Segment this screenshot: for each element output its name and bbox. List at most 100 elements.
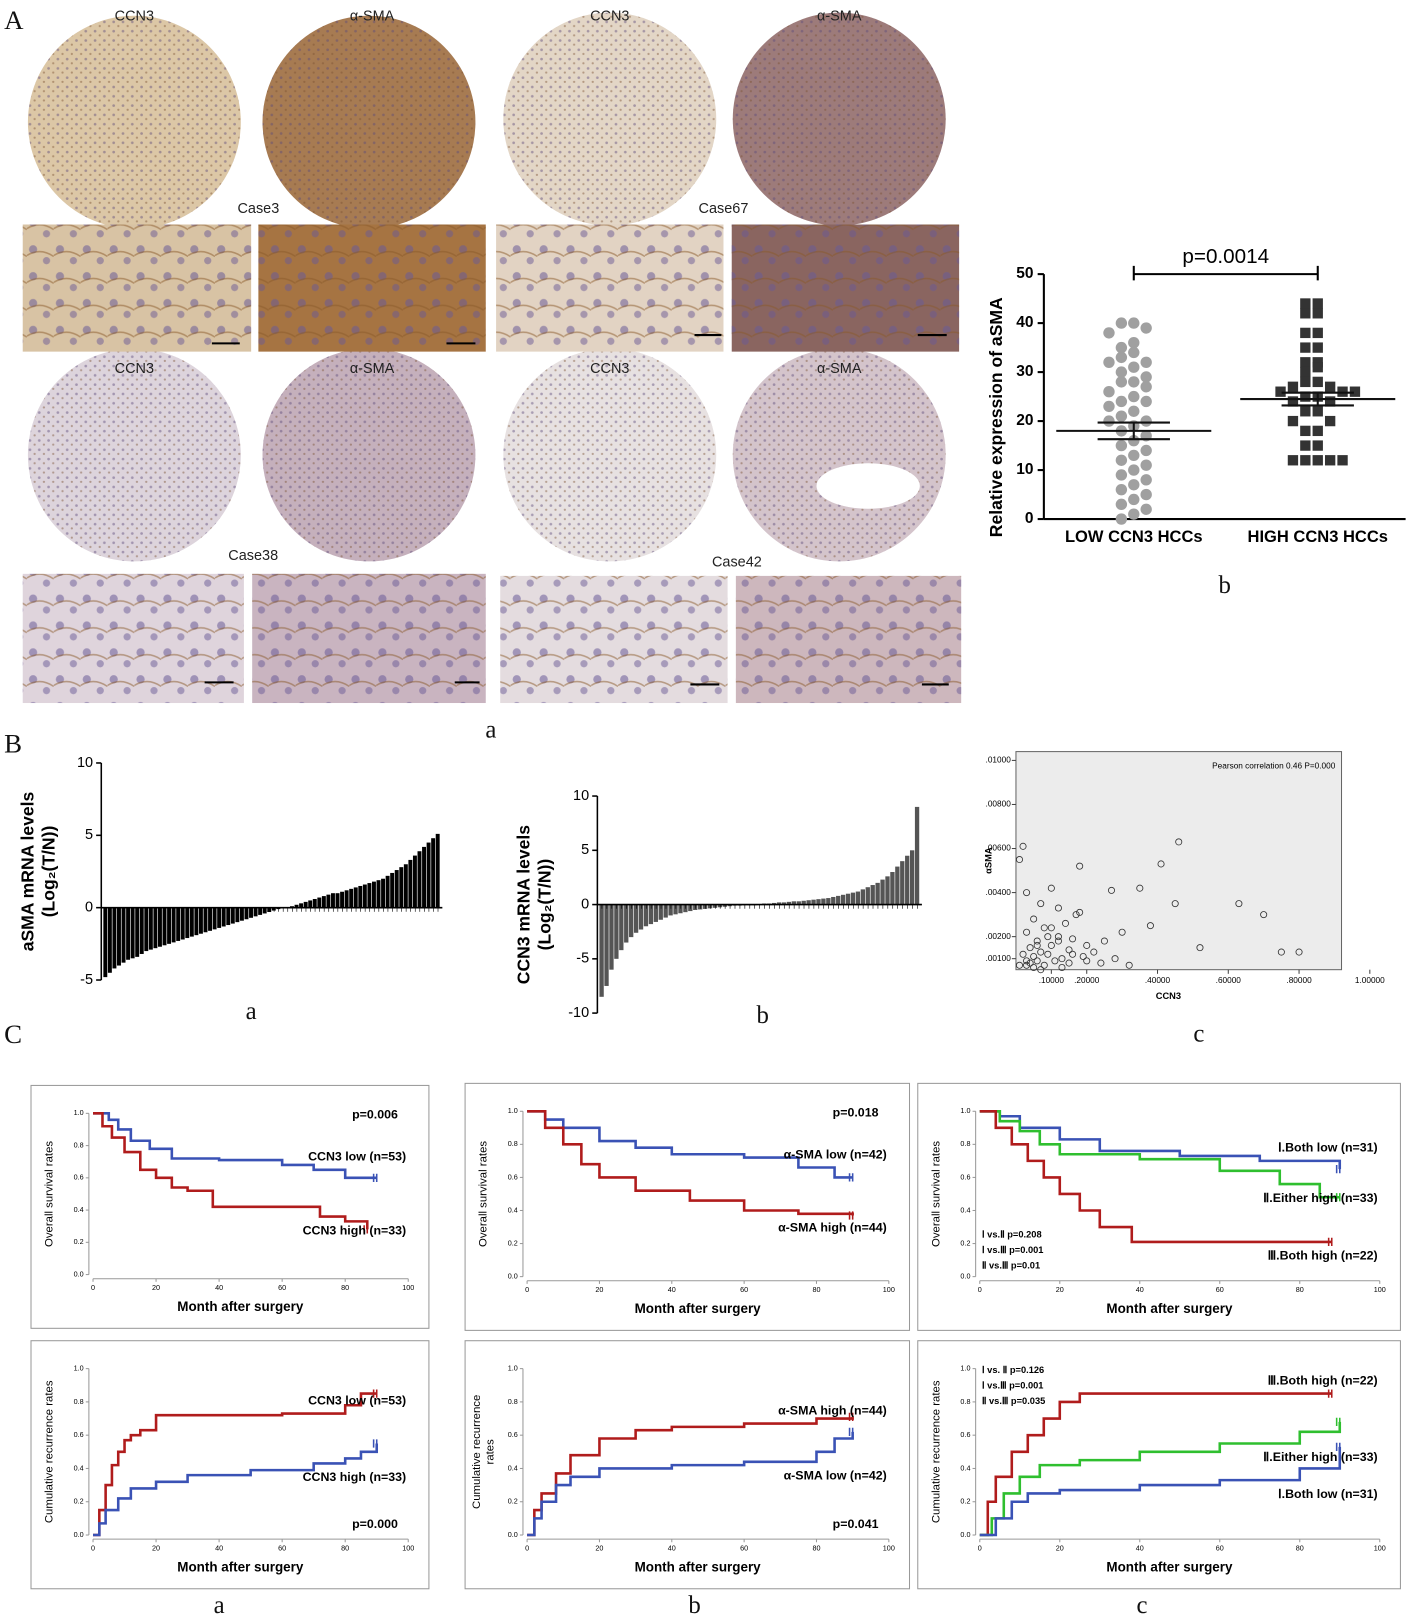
- bar: [845, 893, 851, 905]
- data-point: [1295, 948, 1303, 956]
- x-tick-label: 60: [740, 1543, 748, 1552]
- bar: [299, 903, 304, 908]
- bar: [371, 881, 376, 908]
- data-point: [1054, 937, 1062, 945]
- bar: [599, 904, 604, 997]
- y-tick-label: 0.6: [960, 1430, 970, 1439]
- x-tick-label: 100: [402, 1283, 414, 1292]
- bar: [317, 897, 322, 908]
- data-point: [1140, 395, 1152, 408]
- x-tick-label: 0: [978, 1285, 982, 1294]
- bar: [796, 901, 801, 905]
- bar: [905, 855, 910, 905]
- y-tick-label: 1.0: [74, 1364, 84, 1373]
- data-point: [1277, 948, 1285, 956]
- data-point: [1037, 900, 1045, 908]
- x-tick-label: 40: [668, 1285, 676, 1294]
- stain-label: CCN3: [590, 9, 629, 25]
- y-tick-label: 0.8: [960, 1397, 970, 1406]
- data-point: [1040, 924, 1048, 932]
- x-axis-label: Month after surgery: [177, 1299, 304, 1314]
- bar: [353, 887, 358, 908]
- bar: [412, 855, 417, 908]
- bar: [239, 907, 244, 921]
- zoom-image: [258, 224, 486, 352]
- data-point: [1061, 919, 1070, 927]
- y-axis-label: Overall survival rates: [44, 1141, 56, 1247]
- data-point: [1128, 405, 1140, 417]
- bar: [235, 907, 240, 923]
- data-point: [1275, 386, 1286, 397]
- data-point: [1157, 860, 1165, 868]
- x-tick-label: 60: [740, 1285, 748, 1294]
- bar: [826, 898, 831, 905]
- data-point: [1083, 957, 1091, 965]
- bar: [895, 866, 900, 905]
- y-axis-label: CCN3 mRNA levels: [513, 825, 533, 985]
- data-point: [1019, 950, 1027, 958]
- bar: [900, 861, 905, 905]
- survival-curve: [93, 1392, 377, 1537]
- data-point: [1140, 322, 1152, 334]
- data-point: [1115, 439, 1128, 452]
- data-point: [1312, 376, 1323, 388]
- bar: [376, 880, 381, 908]
- y-tick-label: 10: [1016, 461, 1033, 478]
- sub-letter: a: [246, 998, 257, 1025]
- series-label: Ⅱ.Either high (n=33): [1263, 1191, 1378, 1205]
- data-point: [1300, 425, 1311, 437]
- censor-mark: [1335, 1193, 1341, 1202]
- bar: [335, 893, 340, 908]
- plot-area: [1015, 751, 1343, 971]
- y-axis-label: aSMA mRNA levels: [17, 791, 37, 951]
- y-axis-label: Relative expression of aSMA: [986, 297, 1006, 537]
- y-axis-label: Overall survival rates: [930, 1141, 942, 1247]
- x-axis-label: Month after surgery: [635, 1560, 762, 1575]
- series-label: CCN3 low (n=53): [308, 1150, 406, 1164]
- bar: [811, 899, 816, 905]
- panel-letter: C: [4, 1019, 22, 1049]
- case-label: Case3: [237, 201, 279, 217]
- bar: [909, 850, 915, 905]
- bar: [390, 872, 395, 908]
- bar: [230, 907, 235, 924]
- survival-curve: [979, 1109, 1340, 1199]
- y-tick-label: 0.0: [960, 1530, 970, 1539]
- bar: [422, 846, 427, 908]
- y-tick-label: 0.8: [960, 1139, 970, 1148]
- x-tick-label: 20: [1056, 1285, 1064, 1294]
- x-tick-label: 100: [883, 1285, 895, 1294]
- bar: [139, 907, 144, 954]
- data-point: [1140, 356, 1152, 368]
- survival-curve: [93, 1443, 379, 1537]
- stain-label: CCN3: [590, 361, 629, 377]
- x-tick-label: 80: [812, 1543, 820, 1552]
- chart-frame: [30, 1340, 430, 1590]
- bar: [821, 898, 826, 905]
- stain-label: α-SMA: [817, 9, 862, 25]
- y-tick-label: 0.0: [74, 1269, 84, 1278]
- x-tick-label: .40000: [1145, 976, 1171, 985]
- data-point: [1033, 937, 1041, 945]
- data-point: [1312, 425, 1323, 437]
- bar: [180, 907, 185, 940]
- data-point: [1023, 928, 1031, 936]
- x-tick-label: 60: [1216, 1285, 1224, 1294]
- x-tick-label: 1.00000: [1355, 976, 1385, 985]
- bar: [244, 907, 249, 920]
- data-point: [1300, 342, 1311, 353]
- bar: [403, 864, 408, 908]
- data-point: [1300, 391, 1311, 402]
- bar: [648, 904, 654, 925]
- error-bar: [1097, 421, 1170, 441]
- x-tick-label: 20: [595, 1285, 603, 1294]
- zoom-image: [496, 224, 724, 352]
- data-point: [1300, 406, 1311, 417]
- data-point: [1337, 455, 1348, 466]
- bar: [226, 907, 231, 926]
- y-tick-label: 0.0: [74, 1530, 84, 1539]
- zoom-image: [735, 575, 962, 704]
- bar: [875, 882, 880, 905]
- data-point: [1047, 941, 1055, 949]
- y-tick-label: 0.2: [74, 1497, 84, 1506]
